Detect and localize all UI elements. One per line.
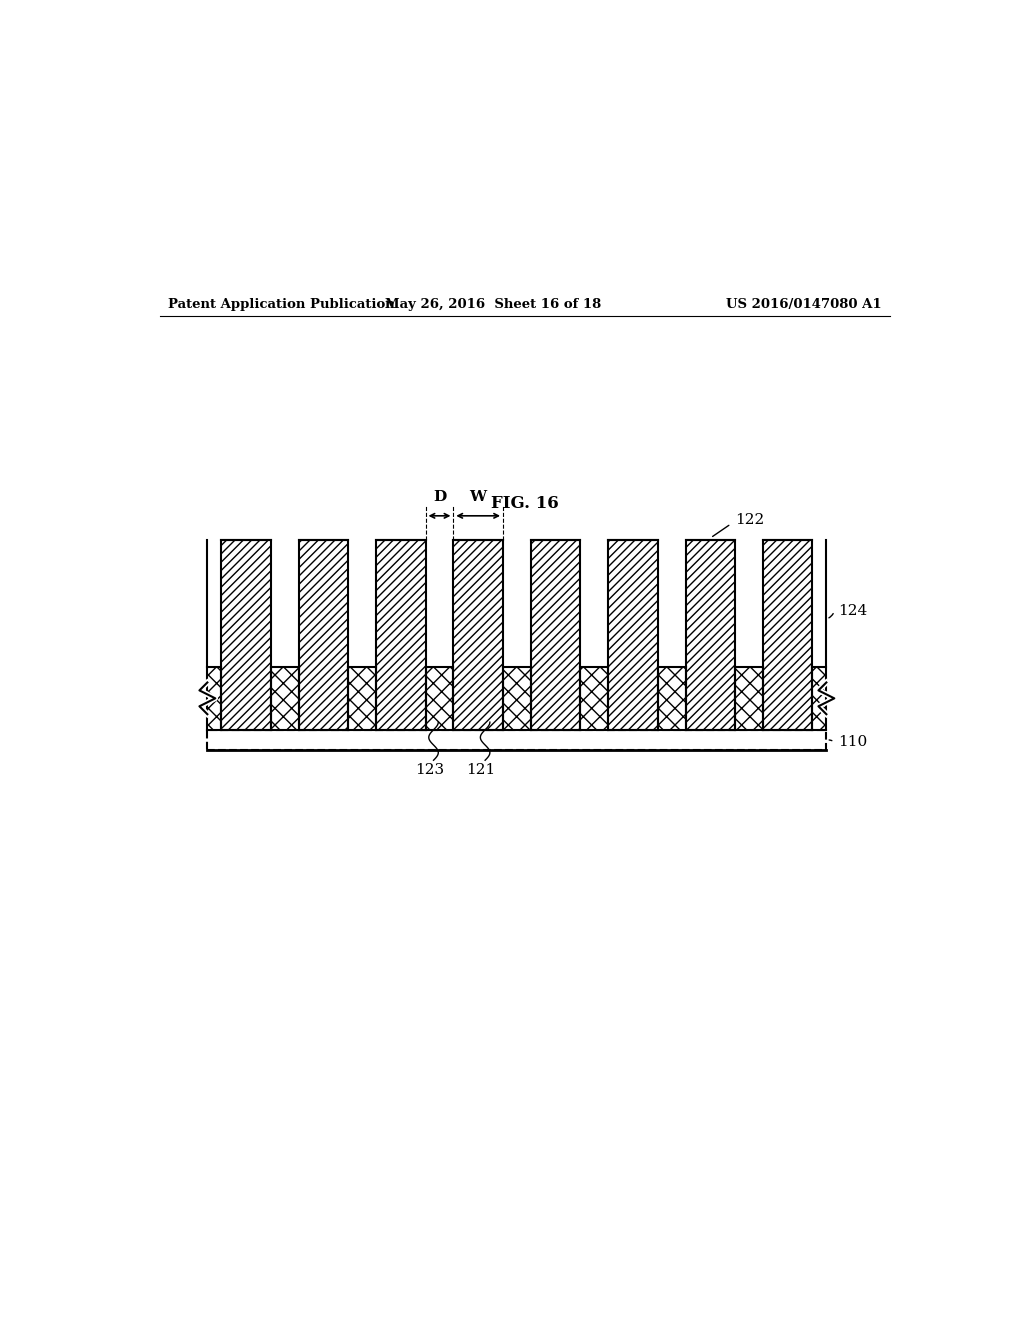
Text: 124: 124 xyxy=(839,605,867,618)
Bar xyxy=(299,667,348,730)
Bar xyxy=(207,730,826,750)
Text: FIG. 16: FIG. 16 xyxy=(490,495,559,512)
Bar xyxy=(348,667,376,730)
Text: 121: 121 xyxy=(467,763,496,777)
Bar xyxy=(812,667,826,730)
Bar xyxy=(426,667,454,730)
Bar xyxy=(454,667,503,730)
Bar xyxy=(581,667,608,730)
Bar xyxy=(657,667,685,730)
Bar xyxy=(221,667,270,730)
Bar xyxy=(299,540,348,730)
Bar xyxy=(608,540,657,730)
Text: US 2016/0147080 A1: US 2016/0147080 A1 xyxy=(726,298,882,312)
Text: 123: 123 xyxy=(415,763,444,777)
Text: D: D xyxy=(433,490,446,504)
Bar xyxy=(503,667,530,730)
Bar xyxy=(207,667,221,730)
Bar xyxy=(608,667,657,730)
Bar xyxy=(454,540,503,730)
Bar xyxy=(685,540,735,730)
Bar xyxy=(530,667,581,730)
Bar xyxy=(763,667,812,730)
Bar xyxy=(376,540,426,730)
Text: W: W xyxy=(470,490,486,504)
Text: May 26, 2016  Sheet 16 of 18: May 26, 2016 Sheet 16 of 18 xyxy=(385,298,601,312)
Text: Patent Application Publication: Patent Application Publication xyxy=(168,298,394,312)
Bar xyxy=(685,667,735,730)
Bar xyxy=(270,667,299,730)
Bar xyxy=(763,540,812,730)
Text: 122: 122 xyxy=(735,512,764,527)
Bar xyxy=(530,540,581,730)
Bar xyxy=(735,667,763,730)
Bar xyxy=(376,667,426,730)
Bar xyxy=(221,540,270,730)
Text: 110: 110 xyxy=(839,735,867,748)
